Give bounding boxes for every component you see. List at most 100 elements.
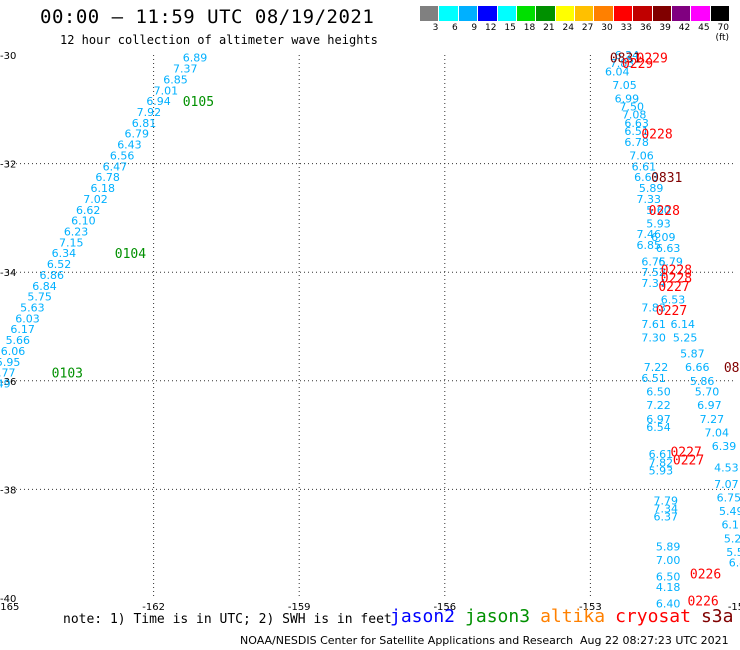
swh-value-left-track: 6.43: [117, 139, 142, 152]
swh-value-right-track: 7.50: [620, 101, 645, 114]
x-tick-label: -156: [433, 602, 456, 613]
pass-time-label: 0228: [661, 272, 692, 287]
x-tick-label: -153: [579, 602, 602, 613]
satellite-legend-jason2: jason2: [390, 606, 456, 627]
swh-value-right-track: 5.89: [639, 182, 664, 195]
footnote: note: 1) Time is in UTC; 2) SWH is in fe…: [63, 612, 392, 627]
swh-value-right-track: 5.87: [680, 348, 705, 361]
swh-value-right-track: 6.63: [624, 117, 649, 130]
swh-value-left-track: 6.18: [91, 182, 116, 195]
color-swatch: [497, 6, 517, 21]
swh-value-left-track: 6.47: [103, 160, 128, 173]
swh-value-right-track: 7.27: [700, 413, 725, 426]
swh-value-left-track: 6.49: [0, 378, 11, 391]
swh-value-right-track: 5.20: [724, 532, 740, 545]
color-scale-label: 9: [471, 23, 478, 33]
swh-value-right-track: 6.14: [670, 318, 695, 331]
swh-value-right-track: 6.63: [634, 171, 659, 184]
pass-time-label: 0229: [622, 57, 653, 72]
swh-value-left-track: 6.94: [146, 95, 171, 108]
swh-value-right-track: 7.05: [612, 79, 637, 92]
x-tick-label: -15: [728, 602, 740, 613]
pass-time-label: 0831: [610, 52, 641, 67]
swh-value-left-track: 7.02: [83, 193, 108, 206]
chart-title: 00:00 – 11:59 UTC 08/19/2021: [40, 6, 375, 28]
color-scale-label: 18: [523, 23, 536, 33]
pass-time-label: 0226: [690, 568, 721, 583]
color-scale-label: 21: [543, 23, 555, 33]
satellite-legend-jason3: jason3: [465, 606, 531, 627]
swh-value-left-track: 6.78: [95, 171, 120, 184]
swh-value-right-track: 4.53: [714, 462, 739, 475]
swh-value-right-track: 6.97: [646, 413, 671, 426]
swh-value-right-track: 5.58: [726, 546, 740, 559]
color-scale-label: 15: [504, 23, 516, 33]
pass-time-labels: 0105010401030831022902290228083102280228…: [52, 52, 740, 610]
swh-value-left-track: 6.23: [64, 225, 89, 238]
swh-value-right-track: 6.24: [615, 49, 640, 62]
pass-time-label: 0105: [183, 95, 214, 110]
color-scale-label: 27: [581, 23, 594, 33]
grid-lines: [8, 55, 736, 598]
x-tick-label: -159: [288, 602, 311, 613]
swh-value-right-track: 6.61: [649, 448, 674, 461]
color-scale-label: 39: [659, 23, 671, 33]
swh-value-left-track: 6.06: [1, 345, 26, 358]
color-swatch: [516, 6, 537, 21]
color-swatch: [691, 6, 711, 21]
pass-time-label: 0831: [651, 171, 682, 186]
swh-value-right-track: 6.99: [615, 92, 640, 105]
swh-value-right-track: 7.52: [641, 266, 666, 279]
swh-value-right-track: 7.46: [637, 228, 662, 241]
color-scale-label: 12: [485, 23, 497, 33]
swh-value-right-track: 6.61: [632, 160, 657, 173]
satellite-legend-altika: altika: [540, 606, 606, 627]
swh-value-right-track: 7.82: [649, 456, 674, 469]
color-swatch: [652, 6, 672, 21]
swh-value-right-track: 6.85: [637, 239, 662, 252]
swh-value-right-track: 7.30: [641, 331, 666, 344]
x-tick-label: -162: [142, 602, 165, 613]
swh-value-right-track: 6.66: [685, 361, 710, 374]
swh-value-left-track: 6.56: [110, 149, 135, 162]
pass-time-label: 0226: [687, 595, 718, 610]
y-tick-label: -32: [0, 160, 16, 171]
swh-value-left-track: 6.17: [10, 323, 35, 336]
color-scale-ticks: 3 6 9 12 15 18 21 24 27 30 33 36 39 42 45 70 (ft): [420, 23, 730, 43]
swh-value-right-track: 7.83: [610, 57, 635, 70]
swh-value-right-track: 5.86: [690, 375, 715, 388]
swh-value-right-track: 6.11: [721, 519, 740, 532]
wave-height-values: 6.897.376.857.016.947.926.816.796.436.56…: [0, 49, 740, 610]
swh-value-right-track: 6.40: [656, 597, 681, 610]
swh-value-left-track: 6.62: [76, 204, 101, 217]
satellite-legend-s3a: s3a: [700, 606, 734, 627]
swh-value-right-track: 7.34: [641, 277, 666, 290]
swh-value-right-track: 6.75: [641, 255, 666, 268]
pass-time-label: 0227: [670, 445, 701, 460]
swh-value-right-track: 5.49: [719, 505, 740, 518]
swh-value-right-track: 5.93: [646, 217, 671, 230]
swh-value-left-track: 7.37: [173, 63, 198, 76]
swh-value-right-track: 6.54: [646, 421, 671, 434]
swh-value-left-track: 6.89: [183, 52, 208, 65]
swh-value-right-track: 4.18: [656, 581, 681, 594]
satellite-legend: jason2 jason3 altika cryosat s3a: [390, 606, 740, 627]
chart-subtitle: 12 hour collection of altimeter wave hei…: [60, 33, 378, 47]
pass-time-label: 0104: [115, 247, 146, 262]
swh-value-left-track: 6.85: [163, 73, 188, 86]
color-swatch: [710, 6, 730, 21]
swh-value-right-track: 5.25: [673, 331, 698, 344]
swh-value-right-track: 6.51: [624, 125, 649, 138]
swh-value-right-track: 6.63: [656, 242, 681, 255]
swh-value-right-track: 6.97: [697, 399, 722, 412]
color-scale-label: 6: [452, 23, 458, 33]
axis-ticks: -165 -162 -159 -156 -153 -15 -30 -32 -34 -36 -38 -4…: [0, 51, 740, 613]
pass-time-label: 0228: [641, 128, 672, 143]
satellite-legend-cryosat: cryosat: [615, 606, 691, 627]
swh-value-right-track: 7.08: [622, 109, 647, 122]
color-swatch: [458, 6, 479, 21]
color-scale-label: 24: [562, 23, 574, 33]
swh-value-right-track: 7.22: [644, 361, 669, 374]
swh-value-left-track: 5.95: [0, 356, 20, 369]
